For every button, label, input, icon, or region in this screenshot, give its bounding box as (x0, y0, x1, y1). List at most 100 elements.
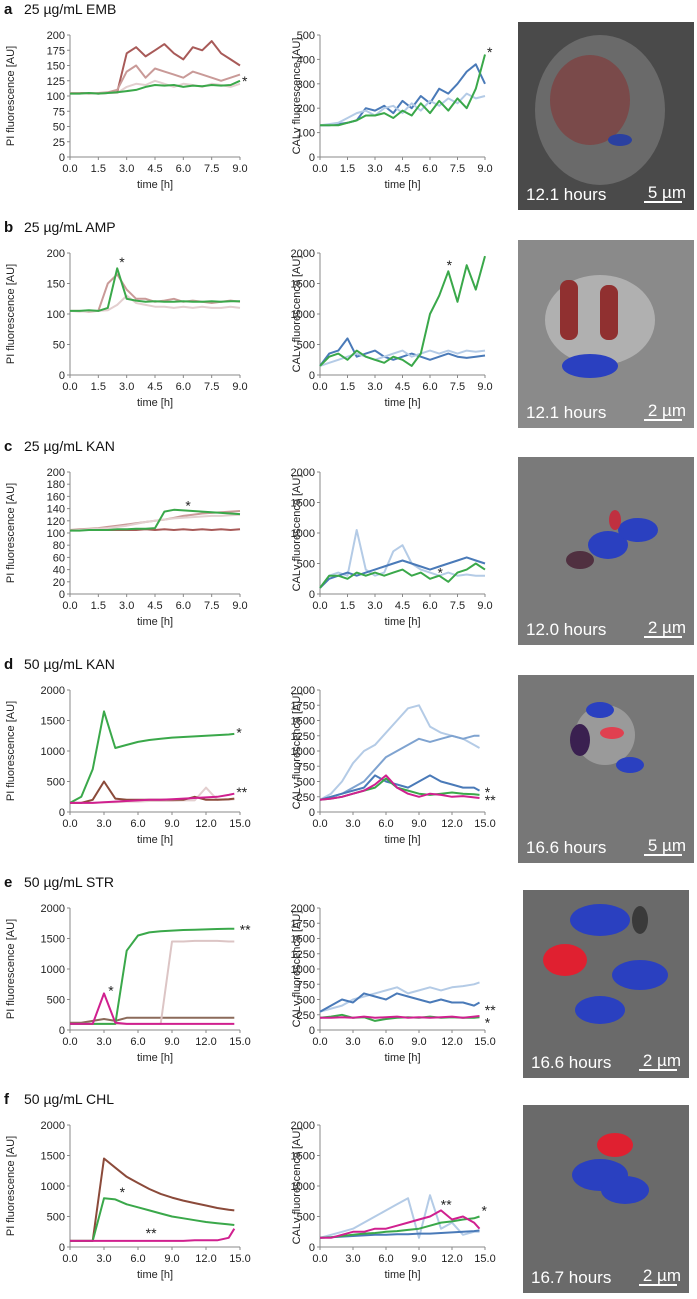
y-tick-label: 400 (297, 54, 315, 66)
x-tick-label: 4.5 (395, 600, 410, 612)
y-axis-label: PI fluorescence [AU] (5, 483, 17, 583)
micrographs (518, 22, 694, 1293)
y-tick-label: 75 (53, 106, 65, 118)
y-tick-label: 1500 (291, 934, 315, 946)
micrograph (518, 240, 694, 428)
x-tick-label: 6.0 (176, 163, 191, 175)
x-tick-label: 0.0 (312, 818, 327, 830)
x-tick-label: 7.5 (450, 163, 465, 175)
panel-condition: 25 µg/mL KAN (24, 438, 115, 454)
x-tick-label: 0.0 (62, 381, 77, 393)
y-tick-label: 200 (297, 103, 315, 115)
panel-condition: 50 µg/mL CHL (24, 1091, 114, 1107)
series-line (70, 79, 241, 95)
y-tick-label: 125 (47, 76, 65, 88)
x-tick-label: 3.0 (119, 163, 134, 175)
x-axis-label: time [h] (137, 1269, 173, 1281)
x-tick-label: 9.0 (164, 1253, 179, 1265)
y-tick-label: 1000 (291, 309, 315, 321)
annotation: * (236, 725, 242, 741)
y-axis-label: PI fluorescence [AU] (5, 264, 17, 364)
y-tick-label: 100 (47, 91, 65, 103)
x-tick-label: 3.0 (345, 1036, 360, 1048)
y-tick-label: 25 (53, 137, 65, 149)
y-tick-label: 750 (297, 761, 315, 773)
x-tick-label: 6.0 (378, 818, 393, 830)
y-tick-label: 200 (47, 467, 65, 479)
x-tick-label: 1.5 (91, 163, 106, 175)
series-line (70, 939, 235, 1025)
y-tick-label: 250 (297, 792, 315, 804)
x-axis-label: time [h] (384, 179, 420, 191)
x-tick-label: 1.5 (340, 381, 355, 393)
y-tick-label: 1500 (291, 716, 315, 728)
x-tick-label: 7.5 (204, 381, 219, 393)
micrograph (518, 22, 694, 210)
y-tick-label: 180 (47, 479, 65, 491)
series-line (319, 992, 480, 1013)
series-line (70, 1197, 235, 1242)
panel-condition: 25 µg/mL EMB (24, 1, 116, 17)
panel-condition: 25 µg/mL AMP (24, 219, 116, 235)
series-line (319, 562, 486, 589)
y-axis-label: PI fluorescence [AU] (5, 1136, 17, 1236)
x-tick-label: 9.0 (164, 1036, 179, 1048)
series-line (319, 774, 480, 801)
y-tick-label: 60 (53, 552, 65, 564)
series-line (70, 1016, 235, 1024)
x-tick-label: 9.0 (477, 600, 492, 612)
scale-label: 2 µm (643, 1051, 681, 1070)
x-tick-label: 12.0 (195, 1036, 216, 1048)
scale-label: 2 µm (648, 618, 686, 637)
x-axis-label: time [h] (137, 1052, 173, 1064)
x-tick-label: 7.5 (450, 381, 465, 393)
y-tick-label: 2000 (291, 1120, 315, 1132)
x-tick-label: 0.0 (312, 163, 327, 175)
y-tick-label: 1500 (41, 1151, 65, 1163)
x-tick-label: 6.0 (130, 1253, 145, 1265)
y-axis-label: CALv fluorescence [AU] (291, 911, 303, 1028)
x-tick-label: 9.0 (477, 163, 492, 175)
x-tick-label: 6.0 (422, 381, 437, 393)
annotation: ** (146, 1225, 157, 1241)
x-tick-label: 4.5 (395, 381, 410, 393)
x-tick-label: 12.0 (441, 1253, 462, 1265)
x-tick-label: 9.0 (477, 381, 492, 393)
x-axis-label: time [h] (384, 397, 420, 409)
panel-letter: a (4, 1, 13, 18)
series-line (319, 1215, 480, 1239)
y-axis-label: PI fluorescence [AU] (5, 701, 17, 801)
y-tick-label: 2000 (291, 248, 315, 260)
x-tick-label: 4.5 (395, 163, 410, 175)
y-tick-label: 100 (297, 128, 315, 140)
x-axis-label: time [h] (384, 1269, 420, 1281)
y-axis-label: CALv fluorescence [AU] (291, 693, 303, 810)
x-tick-label: 0.0 (312, 600, 327, 612)
x-tick-label: 0.0 (312, 1036, 327, 1048)
y-tick-label: 1750 (291, 700, 315, 712)
micrograph (523, 1105, 689, 1293)
series-line (70, 508, 241, 532)
series-line (319, 349, 486, 367)
series-line (70, 992, 235, 1025)
y-tick-label: 0 (59, 152, 65, 164)
series-line (320, 1209, 481, 1239)
y-tick-label: 1500 (291, 1151, 315, 1163)
x-tick-label: 12.0 (195, 818, 216, 830)
x-tick-label: 0.0 (62, 818, 77, 830)
y-axis-label: CALv fluorescence [AU] (291, 38, 303, 155)
y-tick-label: 0 (59, 1242, 65, 1254)
x-tick-label: 3.0 (367, 381, 382, 393)
x-tick-label: 15.0 (474, 818, 495, 830)
y-tick-label: 250 (297, 1010, 315, 1022)
y-tick-label: 1000 (41, 1181, 65, 1193)
x-tick-label: 1.5 (340, 163, 355, 175)
time-label: 12.0 hours (526, 620, 606, 639)
x-tick-label: 3.0 (96, 1253, 111, 1265)
x-tick-label: 6.0 (422, 163, 437, 175)
scale-label: 2 µm (648, 401, 686, 420)
x-tick-label: 9.0 (232, 381, 247, 393)
y-tick-label: 1750 (291, 918, 315, 930)
x-tick-label: 3.0 (367, 163, 382, 175)
y-tick-label: 2000 (41, 685, 65, 697)
